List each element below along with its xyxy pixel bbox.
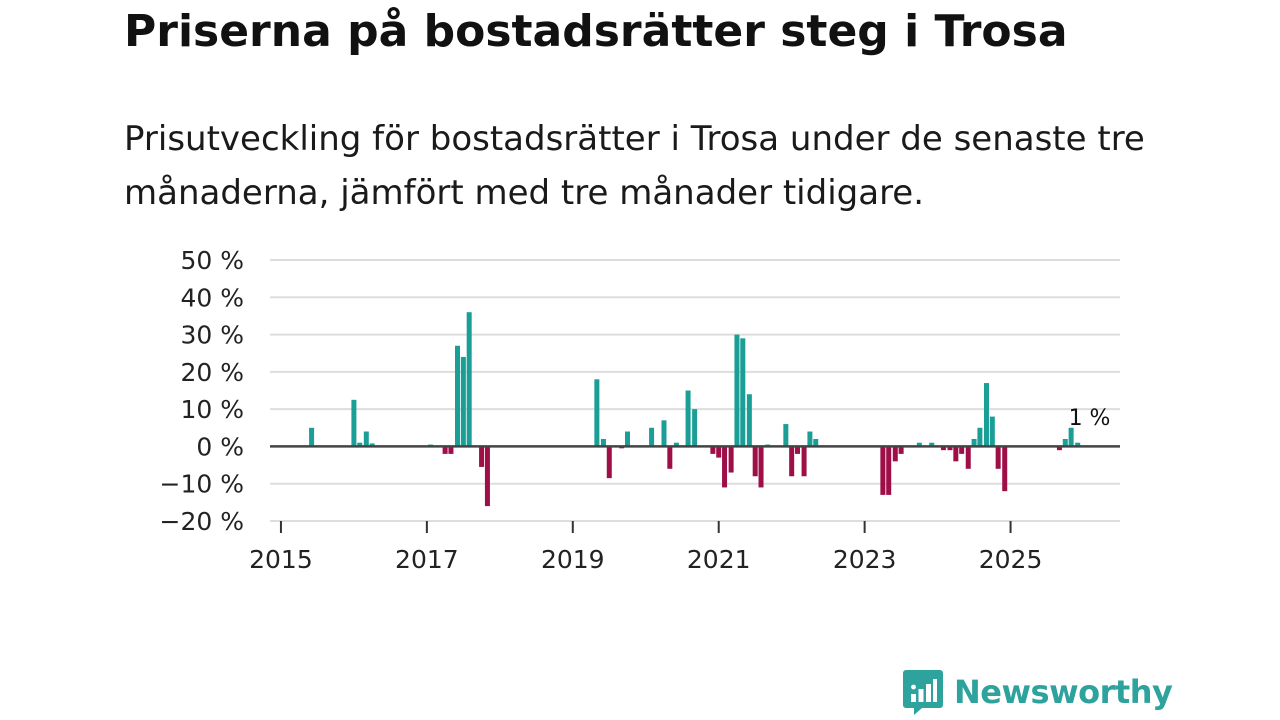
bar: [455, 345, 461, 447]
bar: [916, 442, 922, 447]
bar: [667, 446, 673, 469]
chart-subtitle: Prisutveckling för bostadsrätter i Trosa…: [124, 119, 1145, 213]
x-tick-label: 2015: [249, 545, 313, 574]
bar: [1075, 442, 1081, 447]
bar: [880, 446, 886, 495]
bar: [789, 446, 795, 477]
y-axis-ticks: 50 % 40 % 30 % 20 % 10 % 0 % −10 % −20 %: [160, 246, 244, 536]
bar: [953, 446, 959, 462]
bar: [710, 446, 716, 454]
chart-title: Priserna på bostadsrätter steg i Trosa: [124, 6, 1068, 57]
bar: [965, 446, 971, 469]
y-tick-label: 50 %: [180, 246, 244, 275]
bar: [801, 446, 807, 477]
bar: [309, 427, 315, 447]
bar: [661, 420, 667, 447]
bar: [892, 446, 898, 462]
bar: [625, 431, 631, 447]
bar: [783, 424, 789, 447]
bar: [813, 438, 819, 447]
bar: [947, 446, 953, 451]
bar: [484, 446, 490, 507]
bar: [369, 443, 375, 447]
bar: [448, 446, 454, 454]
bar: [752, 446, 758, 477]
newsworthy-logo: Newsworthy: [902, 668, 1173, 716]
y-tick-label: 40 %: [180, 283, 244, 312]
bar: [940, 446, 946, 451]
bar: [357, 442, 363, 447]
bar: [959, 446, 965, 454]
bar: [795, 446, 801, 454]
bars: [309, 312, 1081, 507]
bar: [685, 390, 691, 447]
bar: [1068, 427, 1074, 447]
bar: [722, 446, 728, 488]
bar: [758, 446, 764, 488]
y-tick-label: −10 %: [160, 470, 244, 499]
bar: [351, 399, 357, 447]
bar: [728, 446, 734, 473]
bar: [594, 379, 600, 447]
bar: [466, 312, 472, 447]
x-tick-label: 2023: [833, 545, 897, 574]
bar: [886, 446, 892, 495]
grid-lines: [270, 259, 1120, 522]
y-tick-label: 0 %: [196, 432, 244, 461]
bar: [807, 431, 813, 447]
brand-name: Newsworthy: [954, 673, 1173, 711]
bar: [606, 446, 612, 479]
x-tick-label: 2017: [395, 545, 459, 574]
bar: [977, 427, 983, 447]
bar-chart-speech-bubble-icon: [903, 670, 943, 715]
annotations: 1 %: [1069, 406, 1111, 431]
x-tick-label: 2019: [541, 545, 605, 574]
bar: [929, 442, 935, 447]
bar: [600, 438, 606, 447]
bar: [363, 431, 369, 447]
bar: [1062, 438, 1068, 447]
bar: [734, 334, 740, 447]
x-tick-label: 2025: [979, 545, 1043, 574]
x-axis-ticks: 2015 2017 2019 2021 2023 2025: [249, 521, 1042, 574]
bar: [649, 427, 655, 447]
bar: [740, 338, 746, 447]
bar: [442, 446, 448, 454]
y-tick-label: 20 %: [180, 358, 244, 387]
bar: [983, 383, 989, 447]
bar: [692, 409, 698, 447]
bar: [460, 356, 466, 447]
y-tick-label: −20 %: [160, 507, 244, 536]
bar: [971, 438, 977, 447]
bar: [479, 446, 485, 467]
y-tick-label: 30 %: [180, 321, 244, 350]
bar: [1002, 446, 1008, 492]
bar: [989, 416, 995, 447]
last-value-label: 1 %: [1069, 406, 1111, 431]
bar: [1056, 446, 1062, 451]
x-tick-label: 2021: [687, 545, 751, 574]
bar: [995, 446, 1001, 469]
bar: [898, 446, 904, 454]
y-tick-label: 10 %: [180, 395, 244, 424]
bar: [746, 394, 752, 447]
bar: [673, 442, 679, 447]
bar: [716, 446, 722, 458]
